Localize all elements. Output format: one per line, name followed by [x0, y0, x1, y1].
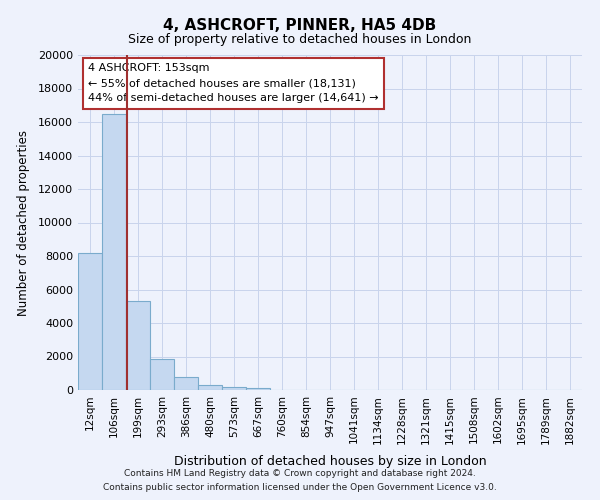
Text: Contains HM Land Registry data © Crown copyright and database right 2024.: Contains HM Land Registry data © Crown c… — [124, 468, 476, 477]
Bar — [198, 385, 222, 390]
Y-axis label: Number of detached properties: Number of detached properties — [17, 130, 29, 316]
Bar — [222, 386, 246, 390]
X-axis label: Distribution of detached houses by size in London: Distribution of detached houses by size … — [173, 454, 487, 468]
Bar — [102, 114, 126, 390]
Bar — [246, 388, 270, 390]
Text: Contains public sector information licensed under the Open Government Licence v3: Contains public sector information licen… — [103, 484, 497, 492]
Text: 4 ASHCROFT: 153sqm
← 55% of detached houses are smaller (18,131)
44% of semi-det: 4 ASHCROFT: 153sqm ← 55% of detached hou… — [88, 64, 379, 103]
Bar — [126, 301, 150, 390]
Bar — [78, 252, 102, 390]
Text: 4, ASHCROFT, PINNER, HA5 4DB: 4, ASHCROFT, PINNER, HA5 4DB — [163, 18, 437, 32]
Bar — [150, 359, 174, 390]
Text: Size of property relative to detached houses in London: Size of property relative to detached ho… — [128, 32, 472, 46]
Bar — [174, 378, 198, 390]
